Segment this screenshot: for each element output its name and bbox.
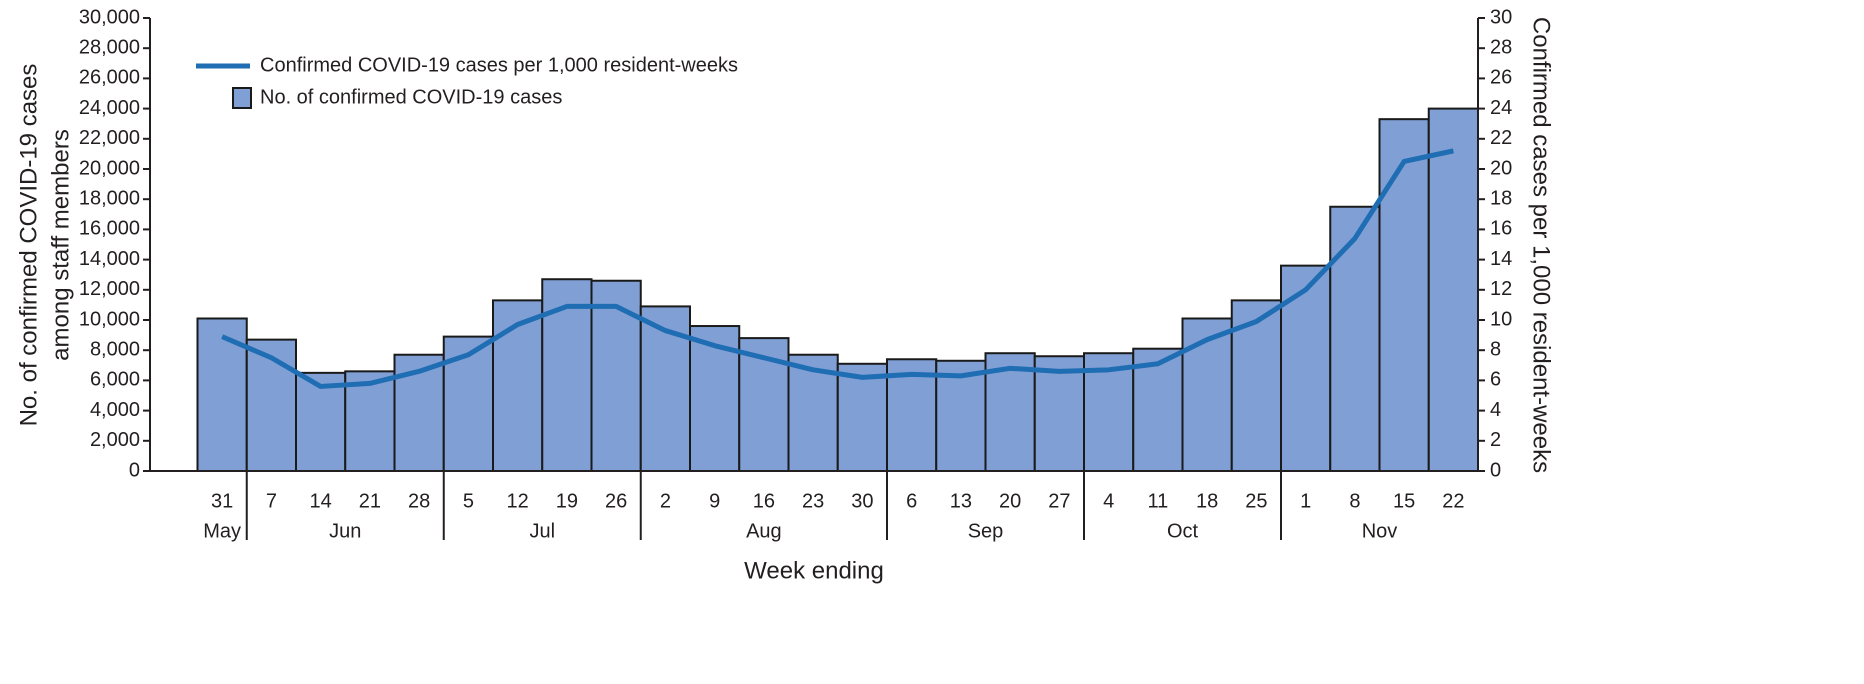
y2-tick-label: 10 bbox=[1490, 308, 1512, 330]
month-label: Sep bbox=[968, 520, 1004, 542]
y2-axis-title: Confirmed cases per 1,000 resident-weeks bbox=[1528, 17, 1555, 473]
y2-tick-label: 24 bbox=[1490, 97, 1512, 119]
x-tick-label: 15 bbox=[1393, 490, 1415, 512]
bar bbox=[1181, 317, 1233, 472]
y-tick-label: 10,000 bbox=[79, 308, 140, 330]
bar bbox=[1280, 264, 1332, 473]
y2-tick-label: 12 bbox=[1490, 278, 1512, 300]
x-tick-label: 22 bbox=[1442, 490, 1464, 512]
x-tick-label: 25 bbox=[1245, 490, 1267, 512]
bar bbox=[1083, 352, 1135, 472]
y-axis-title: No. of confirmed COVID-19 cases bbox=[15, 64, 42, 427]
y2-tick-label: 8 bbox=[1490, 338, 1501, 360]
y-axis-title: among staff members bbox=[47, 129, 74, 361]
x-tick-label: 6 bbox=[906, 490, 917, 512]
x-tick-label: 7 bbox=[266, 490, 277, 512]
month-label: Aug bbox=[746, 520, 782, 542]
y-tick-label: 26,000 bbox=[79, 67, 140, 89]
bar bbox=[1033, 355, 1085, 472]
y-tick-label: 6,000 bbox=[90, 369, 140, 391]
x-tick-label: 26 bbox=[605, 490, 627, 512]
y-tick-label: 14,000 bbox=[79, 248, 140, 270]
legend-label: No. of confirmed COVID-19 cases bbox=[260, 86, 562, 108]
x-tick-label: 5 bbox=[463, 490, 474, 512]
x-tick-label: 28 bbox=[408, 490, 430, 512]
x-tick-label: 16 bbox=[753, 490, 775, 512]
x-tick-label: 30 bbox=[851, 490, 873, 512]
x-tick-label: 14 bbox=[310, 490, 332, 512]
y-tick-label: 28,000 bbox=[79, 36, 140, 58]
bar bbox=[1132, 347, 1184, 472]
month-label: Jun bbox=[329, 520, 361, 542]
x-tick-label: 19 bbox=[556, 490, 578, 512]
y2-tick-label: 28 bbox=[1490, 36, 1512, 58]
month-label: Jul bbox=[529, 520, 555, 542]
x-tick-label: 12 bbox=[507, 490, 529, 512]
x-tick-label: 13 bbox=[950, 490, 972, 512]
y-tick-label: 12,000 bbox=[79, 278, 140, 300]
y-tick-label: 24,000 bbox=[79, 97, 140, 119]
x-tick-label: 31 bbox=[211, 490, 233, 512]
x-tick-label: 20 bbox=[999, 490, 1021, 512]
x-tick-label: 2 bbox=[660, 490, 671, 512]
y2-tick-label: 14 bbox=[1490, 248, 1512, 270]
y2-tick-label: 0 bbox=[1490, 459, 1501, 481]
legend-label: Confirmed COVID-19 cases per 1,000 resid… bbox=[260, 54, 738, 76]
y-tick-label: 18,000 bbox=[79, 187, 140, 209]
month-label: Nov bbox=[1362, 520, 1398, 542]
x-tick-label: 18 bbox=[1196, 490, 1218, 512]
x-tick-label: 23 bbox=[802, 490, 824, 512]
x-tick-label: 8 bbox=[1349, 490, 1360, 512]
x-tick-label: 4 bbox=[1103, 490, 1114, 512]
bar bbox=[886, 358, 938, 473]
y-tick-label: 30,000 bbox=[79, 6, 140, 28]
y2-tick-label: 18 bbox=[1490, 187, 1512, 209]
line bbox=[221, 148, 1454, 389]
x-tick-label: 11 bbox=[1147, 490, 1168, 512]
x-tick-label: 1 bbox=[1300, 490, 1311, 512]
y-tick-label: 0 bbox=[129, 459, 140, 481]
legend-swatch bbox=[232, 87, 252, 109]
x-tick-label: 9 bbox=[709, 490, 720, 512]
bar bbox=[1427, 107, 1479, 472]
y-tick-label: 8,000 bbox=[90, 338, 140, 360]
y-tick-label: 20,000 bbox=[79, 157, 140, 179]
y-tick-label: 2,000 bbox=[90, 429, 140, 451]
bar bbox=[245, 338, 297, 472]
y-tick-label: 4,000 bbox=[90, 399, 140, 421]
x-tick-label: 27 bbox=[1048, 490, 1070, 512]
y2-tick-label: 16 bbox=[1490, 218, 1512, 240]
bar bbox=[1329, 205, 1381, 472]
y2-tick-label: 4 bbox=[1490, 399, 1501, 421]
y-tick-label: 22,000 bbox=[79, 127, 140, 149]
bar bbox=[1378, 118, 1430, 472]
y-tick-label: 16,000 bbox=[79, 218, 140, 240]
month-label: Oct bbox=[1167, 520, 1199, 542]
y2-tick-label: 2 bbox=[1490, 429, 1501, 451]
y2-tick-label: 26 bbox=[1490, 67, 1512, 89]
x-tick-label: 21 bbox=[359, 490, 381, 512]
month-label: May bbox=[203, 520, 241, 542]
y2-tick-label: 6 bbox=[1490, 369, 1501, 391]
bar bbox=[590, 279, 642, 472]
y2-tick-label: 20 bbox=[1490, 157, 1512, 179]
y2-tick-label: 22 bbox=[1490, 127, 1512, 149]
y2-tick-label: 30 bbox=[1490, 6, 1512, 28]
x-axis-title: Week ending bbox=[744, 557, 884, 584]
